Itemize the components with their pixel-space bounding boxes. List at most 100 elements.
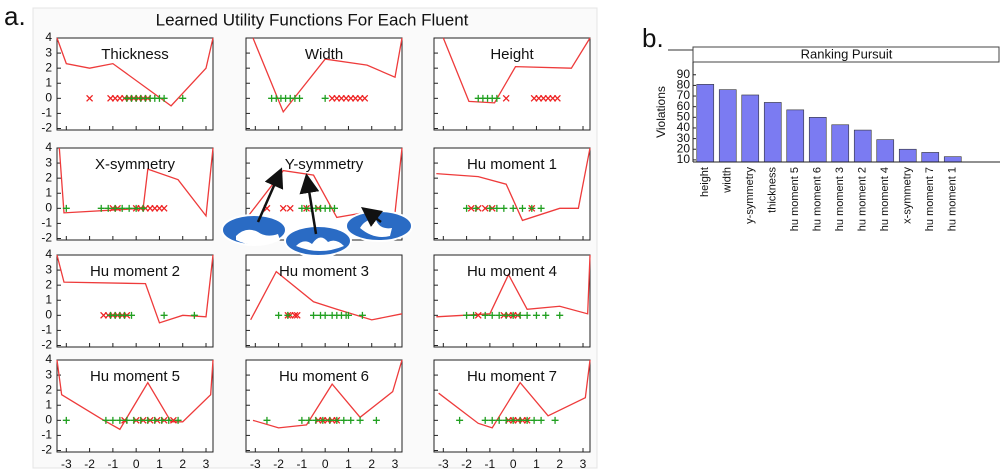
- y-tick-label: -1: [41, 323, 52, 337]
- plus-marker: [121, 311, 129, 319]
- x-marker: [291, 311, 299, 319]
- bar: [718, 89, 737, 163]
- arrow: [256, 167, 284, 223]
- y-tick-label: -1: [41, 216, 52, 230]
- y-tick-label: 4: [45, 140, 52, 154]
- plus-marker: [179, 94, 187, 102]
- y-tick-label: 0: [45, 200, 52, 214]
- plus-marker: [481, 416, 489, 424]
- bar: [831, 124, 850, 163]
- subplot-title: Hu moment 3: [279, 263, 369, 280]
- x-tick-label: hu moment 1: [947, 167, 959, 231]
- plus-marker: [284, 311, 292, 319]
- utility-line: [250, 270, 403, 321]
- utility-line: [58, 147, 214, 218]
- plot-frame: [433, 147, 591, 241]
- x-marker: [467, 204, 475, 212]
- plus-marker: [296, 94, 304, 102]
- x-tick-label: x-symmetry: [902, 167, 914, 224]
- utility-line: [436, 254, 591, 318]
- shape-blob: [236, 229, 280, 245]
- y-tick-label: 0: [45, 307, 52, 321]
- x-tick-label: hu moment 2: [857, 167, 869, 231]
- x-marker: [279, 204, 287, 212]
- plus-marker: [500, 204, 508, 212]
- x-tick-label: 3: [203, 457, 210, 471]
- panel-label: b.: [642, 23, 664, 53]
- plus-marker: [137, 416, 145, 424]
- plus-marker: [132, 204, 140, 212]
- x-tick-label: -3: [250, 457, 261, 471]
- utility-line: [252, 37, 403, 114]
- y-tick-label: 1: [45, 185, 52, 199]
- utility-line: [56, 37, 214, 107]
- plus-marker: [62, 204, 70, 212]
- y-tick-label: -2: [41, 338, 52, 352]
- x-tick-label: hu moment 7: [924, 167, 936, 231]
- plus-marker: [463, 311, 471, 319]
- plus-marker: [372, 416, 380, 424]
- plus-marker: [128, 311, 136, 319]
- plot-frame: [56, 359, 214, 453]
- plus-marker: [509, 311, 517, 319]
- y-tick-label: 40: [677, 120, 691, 134]
- plus-marker: [139, 204, 147, 212]
- x-tick-label: -2: [461, 457, 472, 471]
- x-tick-label: hu moment 4: [879, 167, 891, 231]
- y-tick-label: 2: [45, 382, 52, 396]
- plus-marker: [130, 416, 138, 424]
- y-tick-label: 1: [45, 292, 52, 306]
- plus-marker: [493, 204, 501, 212]
- x-tick-label: hu moment 3: [834, 167, 846, 231]
- x-tick-label: 0: [510, 457, 517, 471]
- plus-marker: [158, 416, 166, 424]
- y-tick-label: 90: [677, 67, 691, 81]
- x-tick-label: -2: [273, 457, 284, 471]
- plus-marker: [160, 94, 168, 102]
- plus-marker: [123, 416, 131, 424]
- bar: [741, 94, 760, 163]
- x-tick-label: 1: [345, 457, 352, 471]
- plus-marker: [523, 311, 531, 319]
- x-tick-label: width: [722, 167, 734, 194]
- y-tick-label: 4: [45, 30, 52, 44]
- plus-marker: [326, 416, 334, 424]
- y-axis-label: Violations: [654, 86, 668, 138]
- plus-marker: [174, 416, 182, 424]
- x-tick-label: -1: [108, 457, 119, 471]
- bar: [853, 129, 872, 163]
- plus-marker: [516, 416, 524, 424]
- plus-marker: [111, 204, 119, 212]
- plus-marker: [516, 311, 524, 319]
- x-marker: [286, 204, 294, 212]
- bar: [786, 109, 805, 163]
- plus-marker: [518, 204, 526, 212]
- plus-marker: [456, 416, 464, 424]
- plus-marker: [333, 416, 341, 424]
- plus-marker: [537, 416, 545, 424]
- plus-marker: [509, 204, 517, 212]
- plot-frame: [433, 254, 591, 348]
- subplot-title: Thickness: [101, 46, 169, 63]
- plus-marker: [556, 311, 564, 319]
- plus-marker: [488, 311, 496, 319]
- bar: [943, 156, 962, 163]
- plus-marker: [160, 311, 168, 319]
- x-tick-label: thickness: [767, 167, 779, 213]
- plus-marker: [62, 416, 70, 424]
- subplot-title: Hu moment 5: [90, 368, 180, 385]
- y-tick-label: 2: [45, 60, 52, 74]
- figure-title: Learned Utility Functions For Each Fluen…: [156, 10, 469, 29]
- plus-marker: [488, 416, 496, 424]
- plus-marker: [470, 311, 478, 319]
- plus-marker: [118, 204, 126, 212]
- plus-marker: [481, 311, 489, 319]
- plus-marker: [319, 416, 327, 424]
- plus-marker: [542, 311, 550, 319]
- x-marker: [502, 94, 510, 102]
- x-marker: [86, 94, 94, 102]
- plot-frame: [433, 37, 591, 131]
- x-tick-label: -1: [297, 457, 308, 471]
- plus-marker: [509, 416, 517, 424]
